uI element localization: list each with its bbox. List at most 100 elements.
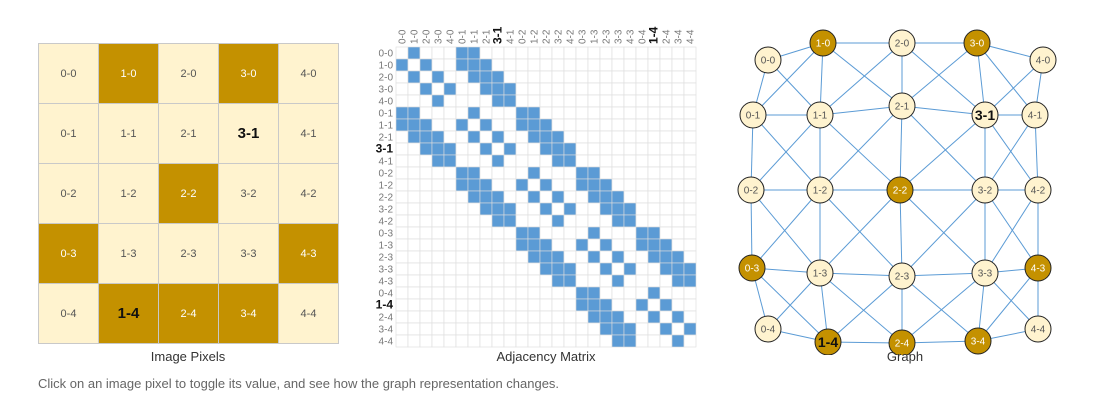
graph-node-3-3[interactable] bbox=[971, 259, 999, 287]
matrix-cell-4-2-0-2 bbox=[515, 214, 529, 228]
matrix-cell-2-3-1-2 bbox=[527, 250, 541, 264]
graph-node-4-2[interactable] bbox=[1024, 176, 1052, 204]
graph-node-label: 0-3 bbox=[745, 264, 760, 275]
graph-node-0-4[interactable] bbox=[754, 315, 782, 343]
graph-node-2-3[interactable] bbox=[888, 262, 916, 290]
pixel-4-1[interactable]: 4-1 bbox=[278, 103, 339, 164]
matrix-cell-0-0-3-2 bbox=[551, 46, 565, 60]
matrix-cell-0-3-3-3 bbox=[611, 226, 625, 240]
graph-node-3-4[interactable] bbox=[964, 327, 992, 355]
matrix-cell-4-4-1-1 bbox=[467, 334, 481, 348]
pixel-0-2[interactable]: 0-2 bbox=[38, 163, 99, 224]
pixel-0-3[interactable]: 0-3 bbox=[38, 223, 99, 284]
graph-node-3-2[interactable] bbox=[971, 176, 999, 204]
graph-node-2-0[interactable] bbox=[888, 29, 916, 57]
matrix-cell-1-0-2-1 bbox=[479, 58, 493, 72]
matrix-cell-3-2-1-2 bbox=[527, 202, 541, 216]
pixel-2-2[interactable]: 2-2 bbox=[158, 163, 219, 224]
pixel-0-0[interactable]: 0-0 bbox=[38, 43, 99, 104]
pixel-4-0[interactable]: 4-0 bbox=[278, 43, 339, 104]
pixel-3-4[interactable]: 3-4 bbox=[218, 283, 279, 344]
graph-node-2-1[interactable] bbox=[888, 92, 916, 120]
pixel-1-3[interactable]: 1-3 bbox=[98, 223, 159, 284]
matrix-cell-3-0-3-3 bbox=[611, 82, 625, 96]
graph-node-4-0[interactable] bbox=[1029, 46, 1057, 74]
matrix-cell-1-4-3-3 bbox=[611, 298, 625, 312]
pixel-0-1[interactable]: 0-1 bbox=[38, 103, 99, 164]
matrix-cell-4-3-2-3 bbox=[599, 274, 613, 288]
matrix-cell-1-2-1-0 bbox=[407, 178, 421, 192]
matrix-cell-2-3-0-0 bbox=[395, 250, 409, 264]
matrix-cell-1-2-3-2 bbox=[551, 178, 565, 192]
matrix-cell-3-1-4-3 bbox=[623, 142, 637, 156]
graph-node-1-2[interactable] bbox=[806, 176, 834, 204]
graph-node-1-4[interactable] bbox=[814, 328, 842, 355]
pixel-4-2[interactable]: 4-2 bbox=[278, 163, 339, 224]
matrix-cell-2-4-2-3 bbox=[599, 310, 613, 324]
matrix-cell-3-4-2-1 bbox=[479, 322, 493, 336]
pixel-2-0[interactable]: 2-0 bbox=[158, 43, 219, 104]
matrix-cell-3-3-1-1 bbox=[467, 262, 481, 276]
graph-node-label: 1-2 bbox=[813, 186, 828, 197]
pixel-2-4[interactable]: 2-4 bbox=[158, 283, 219, 344]
graph-node-0-3[interactable] bbox=[738, 254, 766, 282]
pixel-2-1[interactable]: 2-1 bbox=[158, 103, 219, 164]
graph-node-0-0[interactable] bbox=[754, 46, 782, 74]
matrix-cell-1-4-3-0 bbox=[431, 298, 445, 312]
pixel-3-2[interactable]: 3-2 bbox=[218, 163, 279, 224]
matrix-cell-1-3-0-1 bbox=[455, 238, 469, 252]
matrix-cell-4-3-0-3 bbox=[575, 274, 589, 288]
pixel-3-3[interactable]: 3-3 bbox=[218, 223, 279, 284]
matrix-cell-2-2-4-1 bbox=[503, 190, 517, 204]
matrix-cell-4-4-3-2 bbox=[551, 334, 565, 348]
matrix-cell-1-3-2-3 bbox=[599, 238, 613, 252]
matrix-row-label: 3-3 bbox=[379, 265, 394, 276]
graph-node-1-1[interactable] bbox=[806, 101, 834, 129]
matrix-cell-1-3-3-1 bbox=[491, 238, 505, 252]
matrix-cell-4-2-0-3 bbox=[575, 214, 589, 228]
matrix-cell-4-0-3-2 bbox=[551, 94, 565, 108]
matrix-cell-3-0-0-0 bbox=[395, 82, 409, 96]
pixel-3-0[interactable]: 3-0 bbox=[218, 43, 279, 104]
graph-node-1-3[interactable] bbox=[806, 259, 834, 287]
matrix-cell-0-3-3-1 bbox=[491, 226, 505, 240]
pixel-3-1[interactable]: 3-1 bbox=[218, 103, 279, 164]
pixel-1-4[interactable]: 1-4 bbox=[98, 283, 159, 344]
graph-node-4-1[interactable] bbox=[1021, 101, 1049, 129]
matrix-cell-2-0-4-0 bbox=[443, 70, 457, 84]
matrix-cell-4-4-2-0 bbox=[419, 334, 433, 348]
matrix-cell-2-0-3-4 bbox=[671, 70, 685, 84]
matrix-cell-0-4-1-2 bbox=[527, 286, 541, 300]
matrix-cell-2-1-2-3 bbox=[599, 130, 613, 144]
graph-node-4-3[interactable] bbox=[1024, 254, 1052, 282]
graph-node-0-1[interactable] bbox=[739, 101, 767, 129]
matrix-cell-4-0-2-3 bbox=[599, 94, 613, 108]
pixel-1-0[interactable]: 1-0 bbox=[98, 43, 159, 104]
pixel-1-2[interactable]: 1-2 bbox=[98, 163, 159, 224]
pixel-2-3[interactable]: 2-3 bbox=[158, 223, 219, 284]
pixel-1-1[interactable]: 1-1 bbox=[98, 103, 159, 164]
matrix-cell-3-3-1-4 bbox=[647, 262, 661, 276]
graph-node-2-4[interactable] bbox=[888, 329, 916, 355]
matrix-row-label: 1-3 bbox=[379, 241, 394, 252]
matrix-cell-2-1-0-1 bbox=[455, 130, 469, 144]
graph-node-2-2[interactable] bbox=[886, 176, 914, 204]
matrix-cell-2-4-0-2 bbox=[515, 310, 529, 324]
matrix-cell-2-4-4-0 bbox=[443, 310, 457, 324]
graph-node-4-4[interactable] bbox=[1024, 315, 1052, 343]
graph-node-1-0[interactable] bbox=[809, 29, 837, 57]
matrix-cell-1-2-4-1 bbox=[503, 178, 517, 192]
matrix-cell-1-1-1-1 bbox=[467, 118, 481, 132]
matrix-cell-3-1-4-0 bbox=[443, 142, 457, 156]
matrix-cell-1-1-3-4 bbox=[671, 118, 685, 132]
matrix-cell-4-3-1-1 bbox=[467, 274, 481, 288]
matrix-cell-4-2-0-4 bbox=[635, 214, 649, 228]
matrix-cell-3-4-1-4 bbox=[647, 322, 661, 336]
graph-node-3-0[interactable] bbox=[963, 29, 991, 57]
matrix-cell-4-2-4-2 bbox=[563, 214, 577, 228]
graph-node-0-2[interactable] bbox=[737, 176, 765, 204]
pixel-4-3[interactable]: 4-3 bbox=[278, 223, 339, 284]
pixel-0-4[interactable]: 0-4 bbox=[38, 283, 99, 344]
graph-node-3-1[interactable] bbox=[971, 101, 999, 129]
pixel-4-4[interactable]: 4-4 bbox=[278, 283, 339, 344]
